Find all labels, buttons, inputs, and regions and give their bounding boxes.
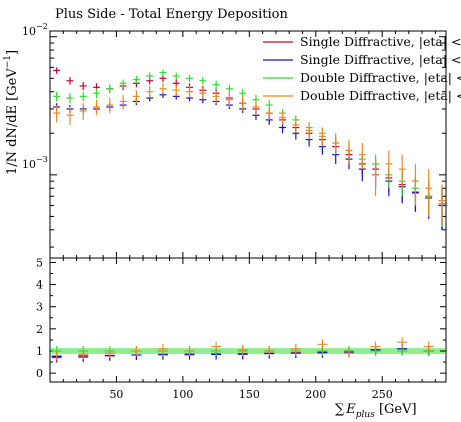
ytick-label-1e-2: 10−2 xyxy=(22,22,48,38)
legend-label: Double Diffractive, |eta| < 5 xyxy=(300,88,461,103)
series-1 xyxy=(53,91,446,230)
ratio-plot-frame xyxy=(49,257,447,383)
x-axis-label: ∑ Eplus [GeV] xyxy=(335,402,417,420)
legend-label: Double Diffractive, |eta| < 5 xyxy=(300,70,461,85)
legend-label: Single Diffractive, |eta| < 5 xyxy=(300,34,461,49)
ratio-ytick-label: 3 xyxy=(36,301,43,314)
xtick-label: 50 xyxy=(109,388,123,401)
xtick-label: 200 xyxy=(305,388,326,401)
legend: Single Diffractive, |eta| < 5 Single Diff… xyxy=(263,34,461,103)
ratio-ytick-label: 0 xyxy=(36,367,43,380)
chart-title: Plus Side - Total Energy Deposition xyxy=(55,7,288,22)
reference-band xyxy=(50,348,446,354)
ratio-ytick-label: 1 xyxy=(36,345,43,358)
x-tick-labels: 50 100 150 200 250 xyxy=(109,388,392,401)
ratio-ytick-label: 5 xyxy=(36,256,43,269)
legend-label: Single Diffractive, |eta| < 5 xyxy=(300,52,461,67)
ytick-label-1e-3: 10−3 xyxy=(22,155,48,171)
ratio-ytick-label: 4 xyxy=(36,279,43,292)
ratio-series-3 xyxy=(51,337,434,361)
series-3 xyxy=(53,83,446,223)
ratio-series-layer xyxy=(51,337,434,363)
y-axis-label: 1/N dN/dE [GeV−1] xyxy=(3,50,20,175)
xtick-label: 100 xyxy=(172,388,193,401)
ratio-y-tick-labels: 0 1 2 3 4 5 xyxy=(36,256,43,380)
ratio-ytick-label: 2 xyxy=(36,323,43,336)
ratio-reference-band xyxy=(50,348,446,354)
main-series-layer xyxy=(53,67,446,230)
xtick-label: 150 xyxy=(239,388,260,401)
main-axis-ticks xyxy=(50,31,446,258)
xtick-label: 250 xyxy=(372,388,393,401)
ratio-axis-ticks xyxy=(50,258,446,382)
